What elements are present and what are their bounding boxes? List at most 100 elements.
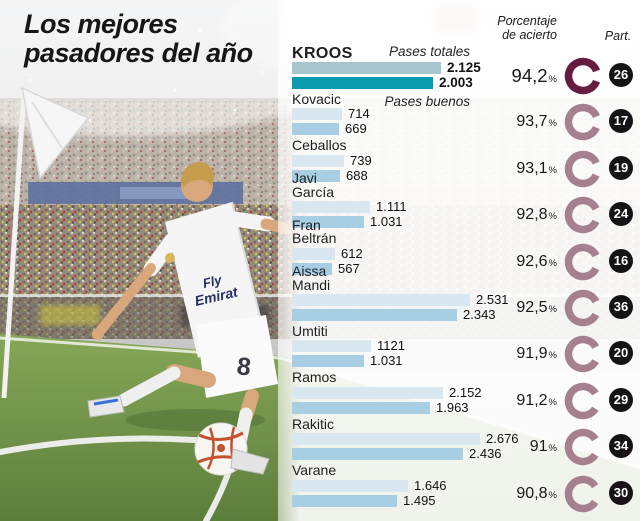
percent-symbol: % [548,489,557,501]
page-title: Los mejores pasadores del año [24,10,253,68]
bar-passes-total [292,479,408,492]
accuracy-percentage: 91,2% [516,391,557,409]
bar-passes-total [292,201,370,214]
bar-passes-good [292,262,332,275]
player-sock-left [117,366,181,407]
value-passes-good: 2.003 [439,75,473,90]
value-passes-total: 1.646 [414,477,447,493]
player-row-fran-beltr-n: Fran Beltrán 612 567 92,6% 16 [292,218,640,280]
stewards-blur [40,305,100,325]
accuracy-percentage: 94,2% [511,65,557,86]
player-row-javi-garc-a: Javi García 1.111 1.031 92,8% 24 [292,171,640,234]
accuracy-ring [564,336,602,373]
player-name: Fran Beltrán [292,216,337,247]
accuracy-percentage: 90,8% [516,484,557,502]
bar-passes-good [292,309,457,321]
bar-passes-good [292,355,364,368]
participations-badge: 36 [609,295,633,319]
series-label-total-passes: Pases totales [388,44,470,59]
bar-passes-good [292,401,430,414]
participations-badge: 16 [609,248,633,273]
participations-column-header: Part. [604,29,632,43]
banner-text-blur [120,187,190,199]
value-passes-total: 2.152 [449,384,482,400]
player-row-varane: Varane 1.646 1.495 90,8% 30 [292,463,640,512]
jersey-fly-text: Fly [201,272,223,291]
accuracy-ring [564,150,602,188]
bar-passes-good [292,77,433,89]
player-name: Umtiti [292,322,328,339]
participations-badge: 20 [609,341,633,366]
bar-passes-good [292,169,340,182]
title-line-2: pasadores del año [24,38,253,68]
bar-passes-total [292,433,480,446]
corner-flag-pole [1,89,27,399]
boot-stripe [93,398,119,406]
player-shorts [196,315,278,398]
player-sleeve-left [143,232,180,277]
bar-passes-total [292,247,335,260]
value-passes-total: 2.531 [476,292,509,307]
player-row-aissa-mandi: Aissa Mandi 2.531 2.343 92,5% 36 [292,264,640,327]
value-passes-total: 2.125 [447,60,481,75]
accuracy-ring [564,243,602,280]
percent-symbol: % [548,74,557,85]
accuracy-ring [564,289,602,327]
value-passes-good: 1.963 [436,399,469,415]
player-row-ceballos: Ceballos 739 688 93,1% 19 [292,139,640,188]
value-passes-total: 612 [341,245,363,261]
series-label-good-passes: Pases buenos [384,94,470,109]
accuracy-percentage: 92,6% [516,252,557,270]
participations-badge: 26 [609,63,633,87]
accuracy-header-line-2: de acierto [502,28,557,42]
player-boot-right [230,448,270,475]
percent-symbol: % [548,350,557,362]
player-row-kroos: KROOS 2.125 2.003 94,2% 26 [292,45,640,95]
shirt-number: 8 [235,352,252,381]
value-passes-good: 688 [346,167,368,183]
accuracy-percentage: 91% [529,438,557,456]
player-name: KROOS [292,44,353,62]
participations-badge: 29 [609,387,633,412]
bar-passes-good [292,494,397,507]
accuracy-header-line-1: Porcentaje [497,14,557,28]
player-name: Aissa Mandi [292,263,331,293]
participations-badge: 30 [609,480,633,505]
value-passes-good: 2.436 [469,446,502,462]
value-passes-good: 567 [338,260,360,276]
percent-symbol: % [548,211,557,223]
percent-symbol: % [548,257,557,269]
accuracy-percentage: 91,9% [516,345,557,363]
value-passes-total: 1.111 [376,199,407,215]
player-jersey [165,202,262,358]
player-row-rakitic: Rakitic 2.676 2.436 91% 34 [292,417,640,466]
percent-symbol: % [548,396,557,408]
jersey-crest [165,253,175,263]
accuracy-column-header: Porcentaje de acierto [440,14,557,42]
bar-passes-good [292,216,364,229]
player-row-ramos: Ramos 2.152 1.963 91,2% 29 [292,371,640,420]
player-name: Kovacic [292,90,342,107]
player-name: Ceballos [292,137,347,154]
player-name: Rakitic [292,415,335,432]
player-name: Javi García [292,170,335,200]
participations-badge: 19 [609,155,633,180]
bar-passes-total [292,154,344,167]
value-passes-total: 2.676 [486,431,519,447]
player-hand [92,328,104,340]
floodlight-specks [28,16,264,122]
player-hair [181,162,214,189]
participations-badge: 34 [609,434,633,459]
value-passes-good: 1.031 [370,214,403,230]
bar-passes-total [292,108,342,121]
value-passes-good: 1.495 [403,492,436,508]
bar-passes-good [292,123,339,136]
flag-fold [31,101,63,149]
accuracy-ring [564,475,602,512]
percent-symbol: % [548,304,557,315]
percent-symbol: % [548,164,557,176]
accuracy-ring [564,428,602,466]
player-row-umtiti: Umtiti 1121 1.031 91,9% 20 [292,324,640,373]
accuracy-ring [564,382,602,420]
